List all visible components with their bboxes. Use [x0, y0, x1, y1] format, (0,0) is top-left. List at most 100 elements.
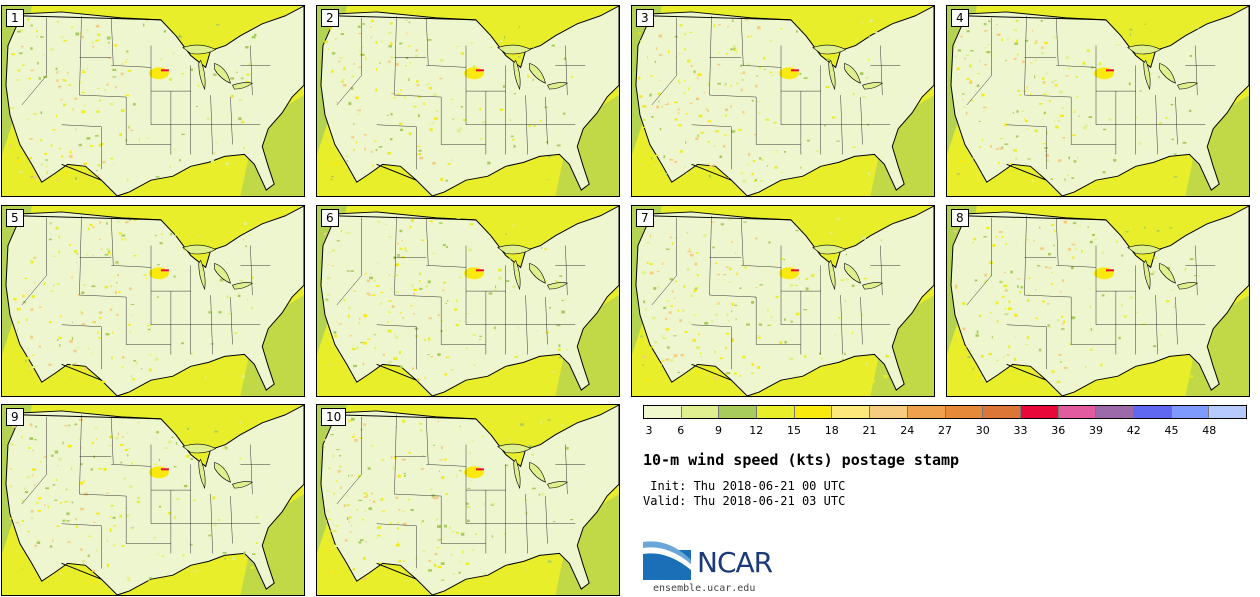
wind-speckle	[62, 441, 64, 445]
wind-speckle	[988, 20, 991, 23]
wind-speckle	[774, 166, 778, 169]
lake	[1143, 259, 1151, 291]
wind-speckle	[60, 569, 64, 572]
wind-speckle	[751, 372, 754, 375]
wind-speckle	[425, 285, 429, 288]
wind-speckle	[1058, 159, 1062, 162]
wind-speckle	[842, 358, 846, 360]
wind-speckle	[438, 470, 440, 472]
wind-speckle	[765, 118, 769, 121]
wind-speckle	[718, 24, 721, 26]
wind-speckle	[80, 69, 85, 71]
wind-speckle	[1074, 110, 1076, 114]
wind-speckle	[29, 437, 34, 440]
wind-speckle	[748, 153, 751, 157]
colorbar-segment	[1133, 406, 1172, 418]
wind-speckle	[77, 294, 79, 297]
wind-speckle	[64, 171, 68, 175]
wind-speckle	[639, 95, 643, 98]
wind-speckle	[1014, 336, 1016, 339]
wind-speckle	[641, 271, 646, 275]
wind-speckle	[181, 133, 185, 136]
wind-speckle	[493, 289, 498, 291]
wind-speckle	[685, 112, 688, 115]
land-area	[320, 405, 619, 595]
wind-speckle	[751, 172, 754, 176]
wind-speckle	[378, 146, 383, 148]
wind-speckle	[114, 291, 117, 295]
wind-speckle	[37, 509, 42, 512]
wind-speckle	[99, 317, 102, 320]
wind-speckle	[730, 48, 734, 51]
wind-speckle	[416, 153, 421, 156]
wind-speckle	[684, 32, 686, 36]
wind-speckle	[129, 218, 131, 221]
wind-speckle	[329, 549, 331, 552]
wind-speckle	[1063, 320, 1066, 324]
wind-speckle	[400, 89, 403, 92]
wind-speckle	[50, 545, 53, 548]
wind-speckle	[67, 541, 71, 543]
state-borders	[966, 215, 1216, 370]
wind-speckle	[644, 308, 648, 311]
wind-speckle	[735, 318, 737, 321]
wind-speckle	[56, 114, 58, 118]
wind-speckle	[34, 282, 36, 284]
wind-speckle	[344, 232, 348, 234]
wind-speckle	[447, 163, 451, 165]
wind-speckle	[90, 468, 93, 471]
wind-speckle	[470, 479, 473, 482]
wind-speckle	[655, 47, 658, 51]
wind-speckle	[399, 247, 403, 250]
colorbar-ticks: 3 6 9 12 15 18 21 24 27 30 33 36 39 42 45 48	[643, 424, 1247, 438]
lake	[529, 461, 546, 483]
wind-speckle	[395, 369, 399, 371]
wind-speckle	[120, 461, 123, 464]
wind-speckle	[1081, 249, 1083, 253]
wind-speckle	[327, 518, 332, 520]
wind-speckle	[368, 294, 372, 296]
wind-speckle	[389, 22, 393, 25]
wind-speckle	[87, 347, 90, 350]
wind-speckle	[469, 223, 474, 226]
member-panel: 1	[1, 5, 305, 197]
wind-speckle	[1198, 275, 1201, 277]
wind-speckle	[21, 500, 24, 502]
wind-speckle	[855, 237, 860, 241]
wind-speckle	[458, 127, 462, 130]
wind-speckle	[1001, 235, 1004, 238]
wind-speckle	[452, 572, 455, 576]
wind-speckle	[1126, 33, 1128, 37]
wind-speckle	[224, 557, 226, 560]
wind-speckle	[168, 511, 171, 515]
wind-speckle	[109, 529, 112, 532]
wind-map	[2, 405, 304, 595]
wind-speckle	[394, 333, 396, 336]
wind-speckle	[479, 107, 482, 111]
wind-speckle	[194, 569, 197, 572]
atlantic-shade	[1185, 95, 1249, 196]
high-wind-core	[475, 269, 484, 272]
wind-speckle	[340, 159, 343, 162]
wind-speckle	[840, 279, 845, 281]
wind-speckle	[352, 123, 355, 125]
wind-speckle	[92, 321, 95, 324]
wind-speckle	[186, 427, 189, 430]
wind-speckle	[678, 124, 682, 127]
wind-speckle	[395, 544, 400, 547]
wind-speckle	[364, 510, 366, 512]
wind-speckle	[759, 179, 764, 183]
wind-speckle	[711, 221, 715, 223]
wind-speckle	[402, 560, 406, 562]
wind-speckle	[1051, 272, 1053, 274]
wind-speckle	[544, 248, 548, 250]
wind-speckle	[73, 349, 77, 353]
wind-speckle	[155, 431, 159, 434]
wind-speckle	[544, 279, 547, 282]
wind-speckle	[1026, 336, 1030, 339]
wind-speckle	[698, 114, 703, 118]
lake	[547, 82, 569, 90]
wind-speckle	[401, 458, 406, 461]
wind-speckle	[52, 284, 55, 287]
wind-speckle	[225, 162, 229, 166]
